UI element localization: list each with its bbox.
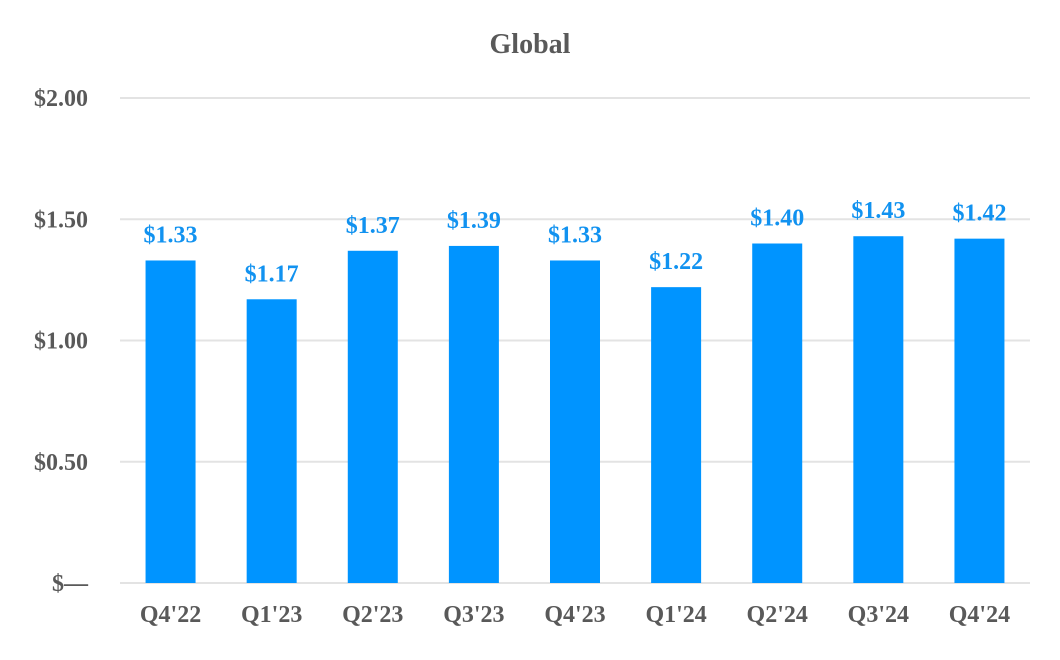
bar	[752, 243, 803, 583]
x-tick-label: Q2'23	[342, 602, 403, 628]
y-tick-label: $—	[52, 571, 89, 597]
y-tick-label: $2.00	[34, 86, 88, 112]
y-axis-ticks: $— $0.50 $1.00 $1.50 $2.00	[34, 86, 89, 597]
x-axis-ticks: Q4'22 Q1'23 Q2'23 Q3'23 Q4'23 Q1'24 Q2'24 Q3'24…	[140, 602, 1010, 628]
x-tick-label: Q1'24	[645, 602, 706, 628]
y-tick-label: $0.50	[34, 450, 88, 476]
x-tick-label: Q2'24	[747, 602, 808, 628]
x-tick-label: Q4'22	[140, 602, 201, 628]
chart-title: Global	[490, 29, 571, 60]
bar	[448, 245, 499, 584]
bar	[954, 238, 1005, 583]
data-label: $1.22	[649, 249, 703, 275]
data-label: $1.42	[952, 201, 1006, 227]
data-label: $1.40	[750, 206, 804, 232]
x-tick-label: Q4'23	[544, 602, 605, 628]
x-tick-label: Q3'24	[848, 602, 909, 628]
bar	[550, 260, 600, 583]
bar	[246, 299, 297, 583]
bar	[347, 250, 398, 583]
y-tick-label: $1.50	[34, 207, 88, 233]
data-label: $1.43	[851, 198, 905, 224]
bars	[145, 236, 1005, 584]
data-labels: $1.33 $1.17 $1.37 $1.39 $1.33 $1.22 $1.40 $1.43…	[144, 198, 1007, 287]
data-label: $1.39	[447, 208, 501, 234]
bar	[145, 260, 196, 583]
x-tick-label: Q1'23	[241, 602, 302, 628]
data-label: $1.37	[346, 213, 400, 239]
y-tick-label: $1.00	[34, 329, 88, 355]
bar	[853, 236, 904, 583]
x-tick-label: Q3'23	[443, 602, 504, 628]
data-label: $1.33	[144, 222, 198, 248]
bar	[651, 287, 702, 583]
data-label: $1.17	[245, 261, 299, 287]
data-label: $1.33	[548, 222, 602, 248]
x-tick-label: Q4'24	[949, 602, 1010, 628]
